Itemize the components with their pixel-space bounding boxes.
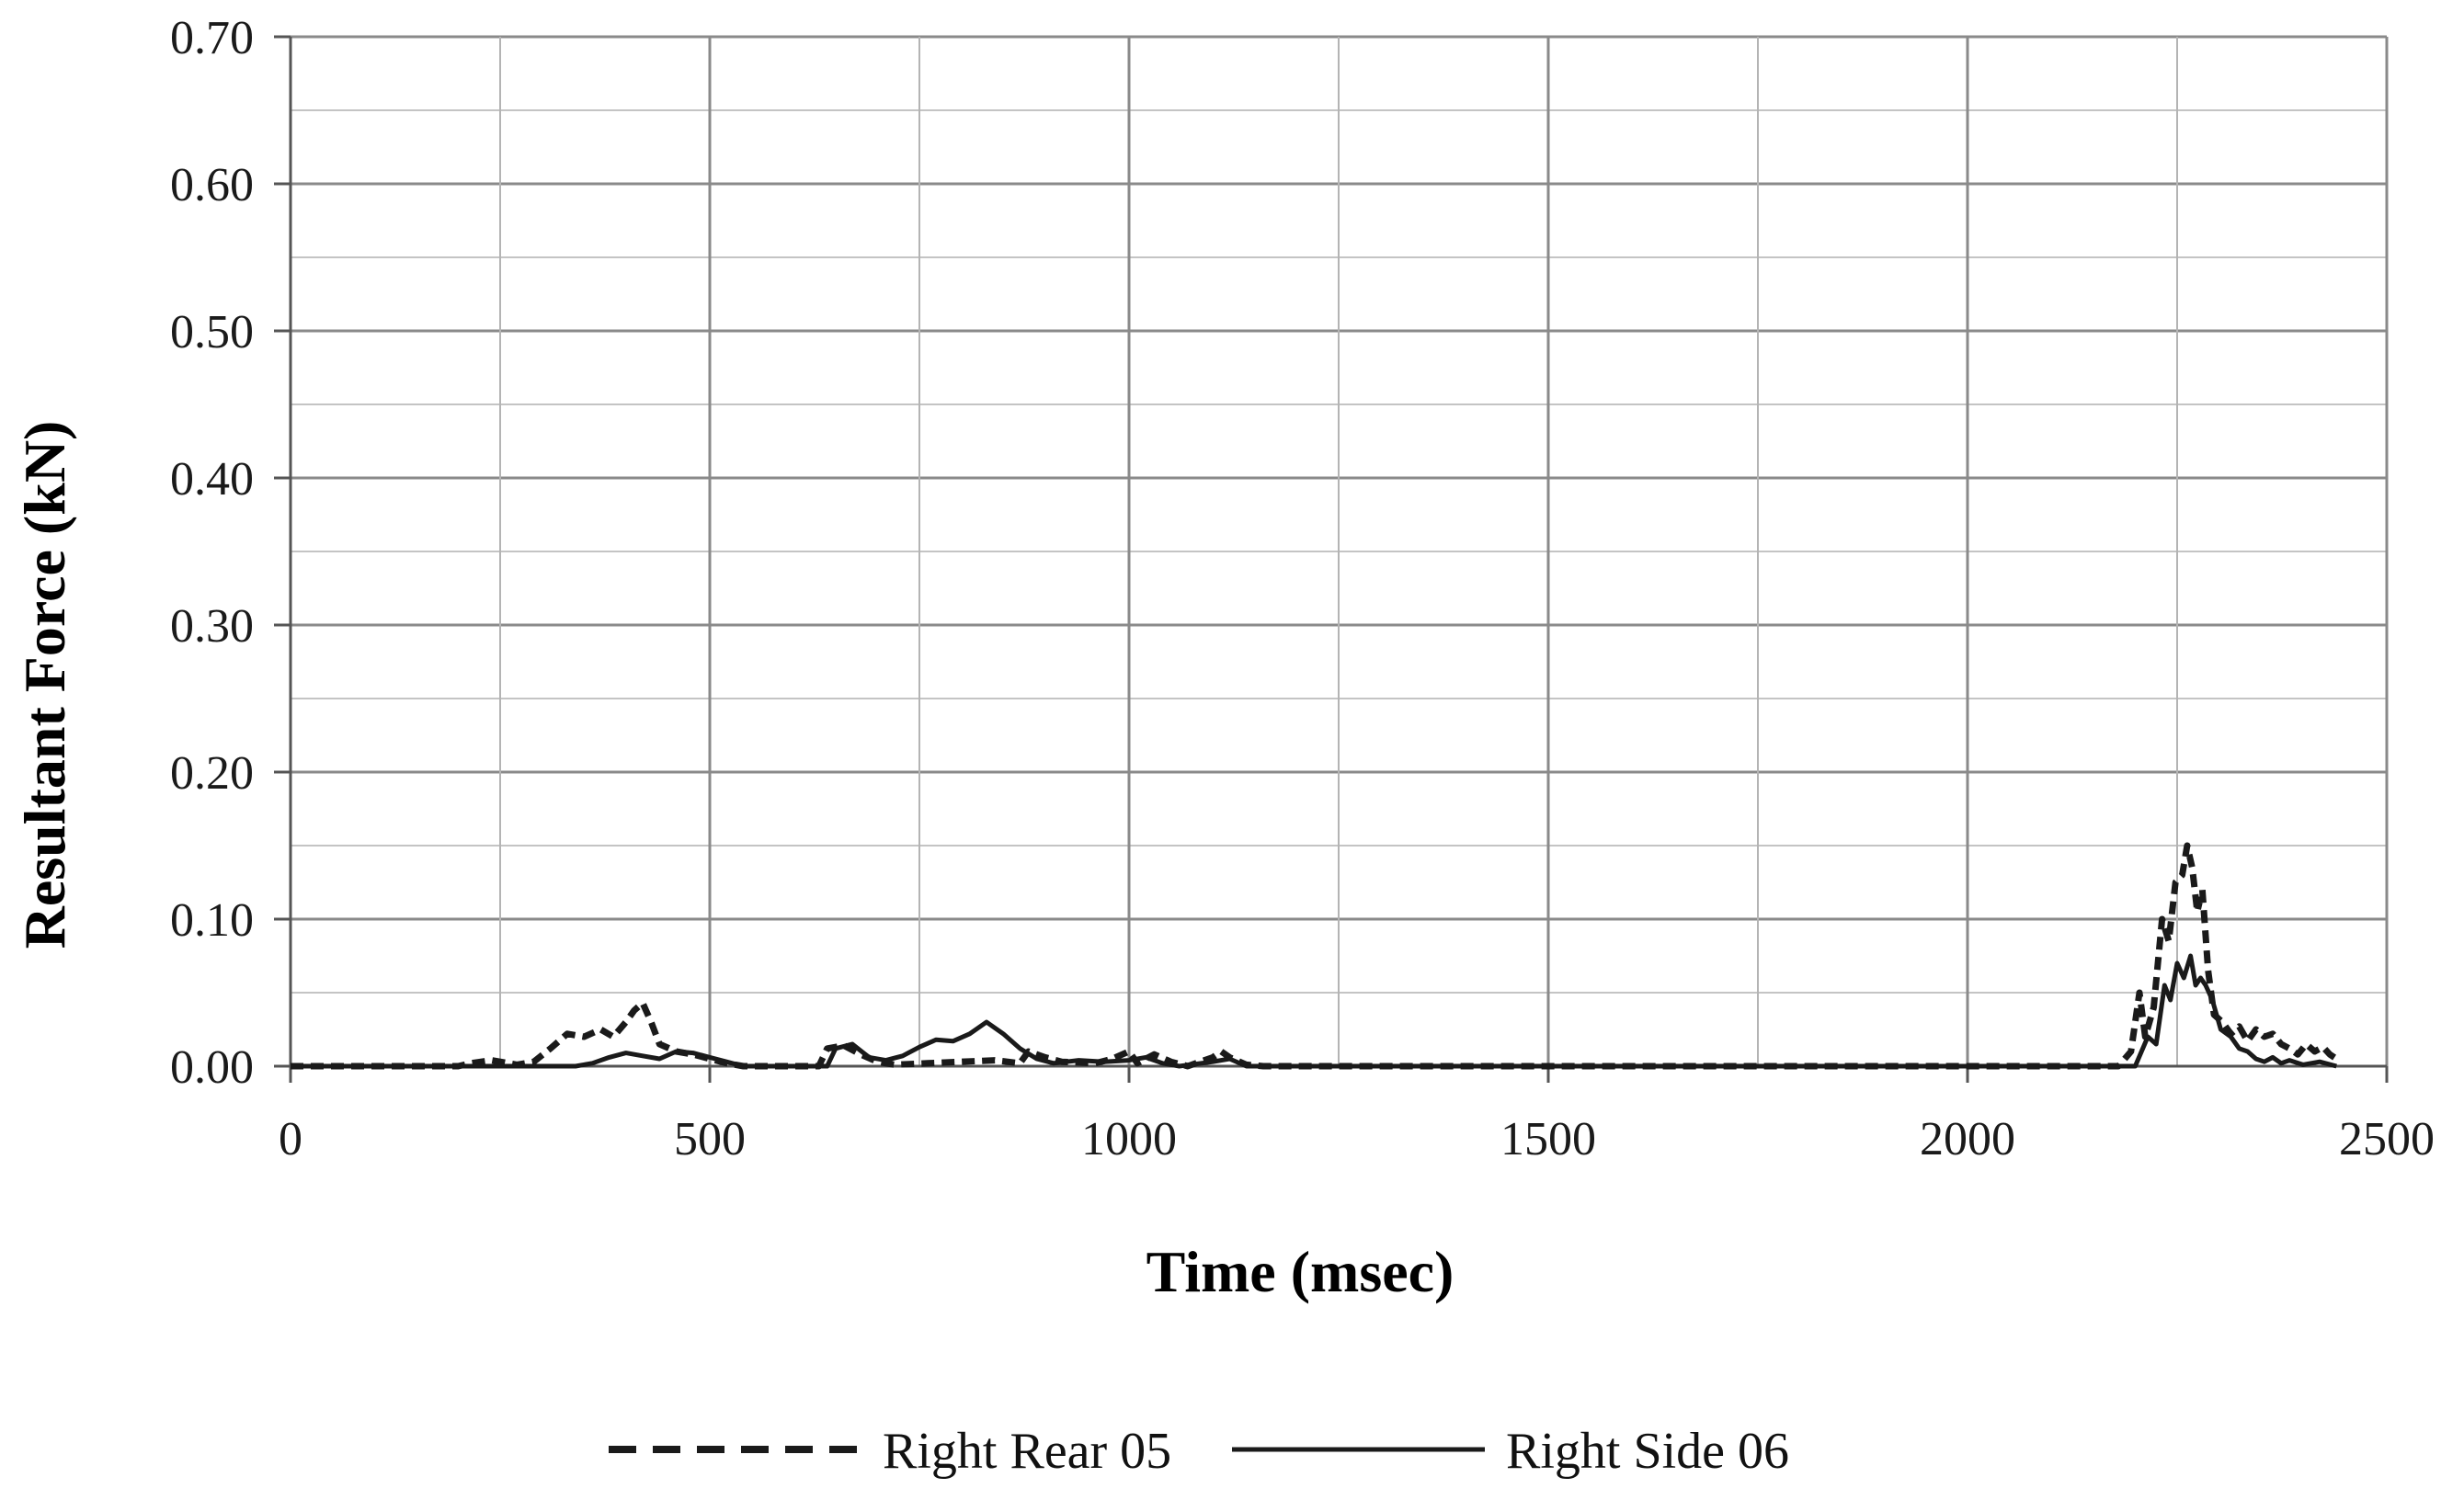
legend: Right Rear 05 Right Side 06 [609, 1423, 1789, 1480]
y-axis-title: Resultant Force (kN) [12, 421, 77, 949]
y-tick-label: 0.50 [170, 306, 254, 358]
x-tick-label: 0 [279, 1113, 302, 1165]
y-tick-label: 0.00 [170, 1041, 254, 1094]
x-tick-label: 2000 [1920, 1113, 2015, 1165]
y-axis-ticks: 0.00 0.10 0.20 0.30 0.40 0.50 0.60 0.70 [170, 12, 291, 1094]
x-tick-label: 2500 [2339, 1113, 2435, 1165]
x-tick-label: 1500 [1500, 1113, 1596, 1165]
y-tick-label: 0.70 [170, 12, 254, 64]
grid [274, 35, 2389, 1083]
y-tick-label: 0.10 [170, 894, 254, 947]
y-tick-label: 0.20 [170, 747, 254, 800]
x-axis-ticks: 0 500 1000 1500 2000 2500 [279, 1066, 2435, 1165]
x-tick-label: 500 [674, 1113, 746, 1165]
legend-label-right-side-06: Right Side 06 [1506, 1423, 1789, 1480]
legend-label-right-rear-05: Right Rear 05 [883, 1423, 1171, 1480]
series-lines [291, 842, 2339, 1070]
y-tick-label: 0.40 [170, 453, 254, 506]
y-tick-label: 0.60 [170, 159, 254, 211]
y-tick-label: 0.30 [170, 600, 254, 653]
x-tick-label: 1000 [1081, 1113, 1177, 1165]
series-line-right-side-06 [291, 953, 2337, 1069]
series-line-right-rear-05 [291, 842, 2339, 1070]
x-axis-title: Time (msec) [1146, 1239, 1454, 1304]
